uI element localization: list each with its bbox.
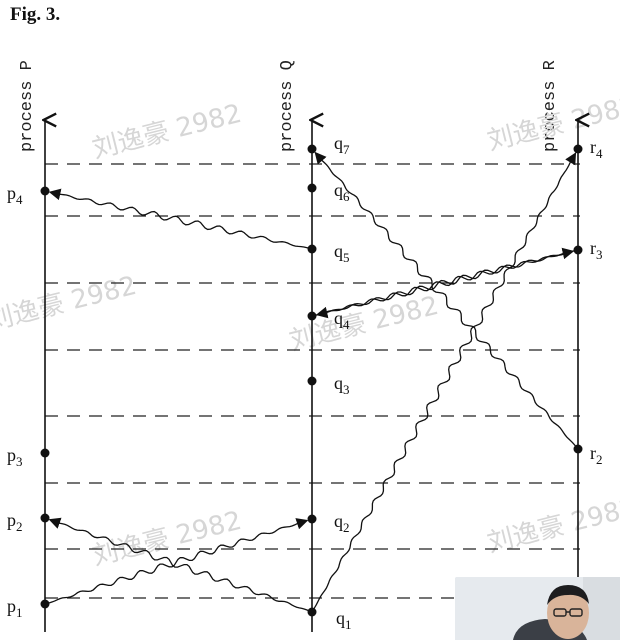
watermark-text: 刘逸豪 2982 [89,506,244,572]
event-q5-label: q5 [334,241,350,265]
webcam-overlay [455,577,620,640]
event-q7-label: q7 [334,133,350,157]
message-q4-to-r3 [311,247,575,317]
event-p3-label: p3 [7,445,23,469]
event-r4-label: r4 [590,137,603,161]
event-p3-dot [40,448,50,458]
event-p1-label: p1 [7,596,23,620]
event-q3-dot [307,376,317,386]
message-arrows [44,151,579,613]
event-q6-label: q6 [334,180,350,204]
event-q4-dot [307,311,317,321]
message-q5-to-p4 [48,188,313,250]
event-q1-dot [307,607,317,617]
event-q4-label: q4 [334,308,350,332]
event-p2-label: p2 [7,510,23,534]
figure-title: Fig. 3. [10,4,61,25]
event-r4-dot [573,144,583,154]
watermark-text: 刘逸豪 2982 [89,99,244,165]
event-p4-label: p4 [7,183,23,207]
event-q2-dot [307,514,317,524]
event-p2-dot [40,513,50,523]
event-r2-label: r2 [590,443,603,467]
event-p4-dot [40,186,50,196]
watermark-text: 刘逸豪 2982 [286,291,441,357]
event-q6-dot [307,183,317,193]
event-r2-dot [573,444,583,454]
message-p1-to-q2 [44,518,309,605]
event-q2-label: q2 [334,511,350,535]
event-points: p1 p2 p3 p4 q1 q2 q3 q4 q5 q6 q7 r2 r3 r4 [7,133,603,632]
message-q1-to-r4 [311,152,577,613]
message-r2-to-q7 [314,151,579,450]
event-p1-dot [40,599,50,609]
event-q3-label: q3 [334,373,350,397]
watermark-text: 刘逸豪 2982 [0,271,140,337]
message-r3-to-q4 [315,249,579,319]
event-r3-dot [573,245,583,255]
event-q5-dot [307,244,317,254]
event-r3-label: r3 [590,238,603,262]
event-q1-label: q1 [336,608,352,632]
message-q1-to-p2 [48,517,313,613]
event-q7-dot [307,144,317,154]
presenter-avatar-icon [455,577,620,640]
